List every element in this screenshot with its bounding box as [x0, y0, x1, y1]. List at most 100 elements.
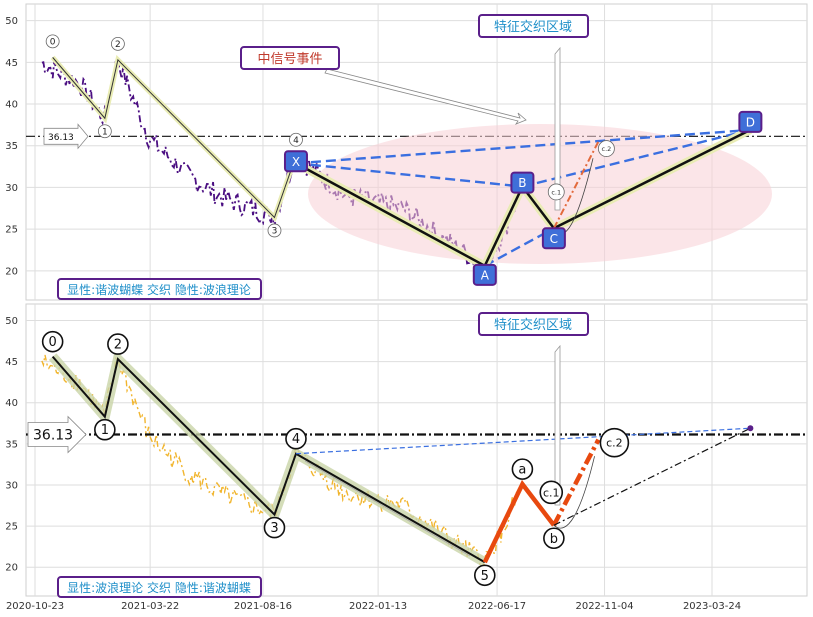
pattern-legend-box [57, 278, 262, 300]
wave-label: 2 [115, 40, 121, 50]
y-tick-label: 50 [5, 16, 18, 27]
wave-label-circle [107, 333, 129, 355]
wave-c-projection [551, 438, 601, 527]
plot-frame [25, 303, 808, 597]
sub-wave-circle [599, 427, 630, 458]
sub-wave-circle [547, 183, 565, 201]
reference-line-label: 36.13 [33, 428, 73, 444]
sub-wave-label: c.1 [551, 188, 561, 196]
y-tick-label: 40 [5, 100, 18, 111]
harmonic-dashed-line [522, 128, 751, 188]
y-tick-label: 25 [5, 225, 18, 236]
x-tick-label: 2021-08-16 [234, 601, 292, 612]
wave-label: 1 [101, 423, 109, 438]
x-tick-label: 2022-06-17 [468, 601, 526, 612]
wave-label-circle [543, 527, 565, 550]
x-tick-label: 2021-03-22 [121, 601, 179, 612]
curved-connector [553, 456, 595, 529]
wave-label: 5 [481, 569, 489, 584]
wave-label: 2 [114, 338, 122, 353]
reference-line-label: 36.13 [48, 133, 74, 143]
reference-line-arrow [27, 415, 87, 454]
pattern-legend-label: 显性:谐波蝴蝶 交织 隐性:波浪理论 [67, 282, 251, 297]
wave-label-circle [110, 36, 125, 51]
harmonic-point-label: A [481, 268, 490, 282]
wave-line [52, 57, 297, 219]
reference-line-arrow [43, 123, 89, 150]
target-dashed-line [295, 427, 751, 455]
x-tick-label: 2022-11-04 [575, 601, 633, 612]
x-tick-label: 2022-01-13 [349, 601, 407, 612]
sub-wave-label: c.2 [606, 437, 623, 450]
correction-wave-line [482, 479, 556, 564]
wave-label: 4 [292, 432, 300, 447]
feature-zone-box [478, 14, 589, 38]
signal-event-label: 中信号事件 [257, 52, 322, 67]
target-dashdot-line [553, 427, 751, 526]
harmonic-point-box [283, 150, 308, 173]
vertical-pointer [554, 46, 561, 211]
harmonic-point-box [738, 110, 763, 133]
y-tick-label: 40 [5, 398, 18, 409]
sub-wave-circle [597, 140, 615, 157]
y-tick-label: 30 [5, 183, 18, 194]
harmonic-point-box [472, 263, 497, 286]
harmonic-dashed-line [295, 162, 523, 188]
vertical-pointer [554, 344, 561, 506]
pattern-legend-box [57, 576, 262, 598]
wave-label-circle [94, 418, 116, 441]
sub-wave-label: c.1 [543, 486, 560, 499]
y-tick-label: 45 [5, 357, 18, 368]
harmonic-point-label: B [518, 176, 526, 190]
wave-line [51, 355, 486, 564]
y-tick-label: 30 [5, 480, 18, 491]
wave-label: 3 [270, 521, 278, 536]
harmonic-point-label: C [550, 232, 558, 246]
wave-guide-line [304, 460, 471, 557]
feature-zone-box [478, 312, 589, 336]
wave-label-circle [267, 223, 282, 238]
target-point [747, 425, 754, 432]
harmonic-point-label: D [746, 115, 755, 129]
price-series-line [41, 354, 521, 573]
signal-arrow [324, 68, 527, 125]
sub-wave-circle [539, 480, 564, 505]
pattern-legend-label: 显性:波浪理论 交织 隐性:谐波蝴蝶 [67, 580, 251, 595]
y-tick-label: 20 [5, 266, 18, 277]
wave-label-circle [97, 124, 112, 139]
signal-event-box [240, 46, 340, 70]
y-tick-label: 45 [5, 58, 18, 69]
wave-label-circle [285, 427, 307, 450]
sub-wave-label: c.2 [602, 145, 612, 153]
wave-label: b [550, 532, 558, 547]
wave-label-circle [473, 564, 496, 587]
harmonic-dashed-line [295, 128, 751, 165]
harmonic-point-box [541, 227, 566, 250]
x-tick-label: 2020-10-23 [6, 601, 64, 612]
wave-label-circle [45, 34, 60, 49]
y-tick-label: 20 [5, 563, 18, 574]
wave-label-circle [289, 132, 303, 147]
feature-zone-title: 特征交织区域 [494, 19, 572, 35]
wave-label: 4 [293, 136, 299, 146]
harmonic-point-box [510, 171, 535, 194]
wave-label: 1 [102, 127, 108, 137]
bottom-panel: 2025303540455036.13012345abc.1c.2特征交织区域显… [5, 303, 808, 598]
wave-label-circle [263, 516, 286, 539]
harmonic-point-label: X [292, 155, 300, 169]
y-tick-label: 35 [5, 439, 18, 450]
wave-label-circle [511, 458, 534, 480]
x-axis: 2020-10-23 2021-03-22 2021-08-16 2022-01-13… [6, 601, 741, 612]
top-panel: 20 25 30 35 40 45 50 36.13 0 1 2 3 4 X A B C Dc.1 c.2 特征交织区… [5, 3, 808, 301]
feature-zone-title: 特征交织区域 [494, 317, 572, 333]
wave-label: 0 [50, 38, 56, 48]
wave-label-circle [41, 330, 64, 353]
wave-label: a [518, 463, 526, 478]
y-tick-label: 35 [5, 141, 18, 152]
wave-c-projection [552, 141, 600, 229]
x-tick-label: 2023-03-24 [683, 601, 741, 612]
y-tick-label: 25 [5, 522, 18, 533]
wave-label: 3 [272, 227, 278, 237]
wave-label: 0 [49, 335, 57, 350]
